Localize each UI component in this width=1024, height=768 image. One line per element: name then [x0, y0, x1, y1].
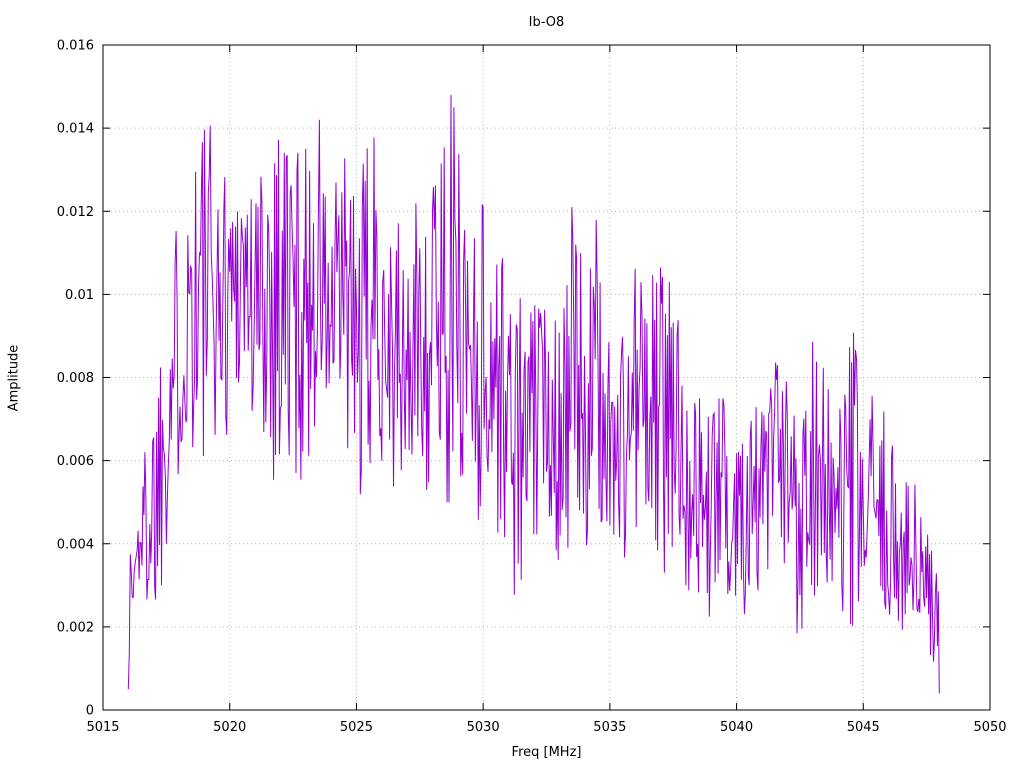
- y-tick-label: 0.006: [57, 454, 94, 469]
- chart-title: Ib-O8: [528, 15, 565, 30]
- tick-marks: [102, 44, 991, 711]
- x-tick-label: 5045: [847, 720, 880, 735]
- x-tick-label: 5030: [467, 720, 500, 735]
- series-line: [127, 94, 940, 694]
- x-tick-label: 5035: [593, 720, 626, 735]
- x-tick-label: 5025: [340, 720, 373, 735]
- y-tick-label: 0.004: [57, 537, 94, 552]
- y-tick-labels: 0 0.002 0.004 0.006 0.008 0.01 0.012 0.014 0.016: [57, 39, 94, 719]
- x-tick-label: 5040: [720, 720, 753, 735]
- x-tick-label: 5050: [973, 720, 1006, 735]
- y-tick-label: 0.012: [57, 205, 94, 220]
- x-tick-label: 5015: [86, 720, 119, 735]
- x-axis-label: Freq [MHz]: [511, 745, 582, 760]
- y-tick-label: 0.002: [57, 620, 94, 635]
- x-tick-labels: 5015 5020 5025 5030 5035 5040 5045 5050: [86, 720, 1006, 735]
- y-tick-label: 0: [86, 704, 94, 719]
- y-tick-label: 0.014: [57, 122, 94, 137]
- y-tick-label: 0.016: [57, 39, 94, 54]
- y-tick-label: 0.01: [65, 288, 94, 303]
- x-tick-label: 5020: [213, 720, 246, 735]
- y-tick-label: 0.008: [57, 371, 94, 386]
